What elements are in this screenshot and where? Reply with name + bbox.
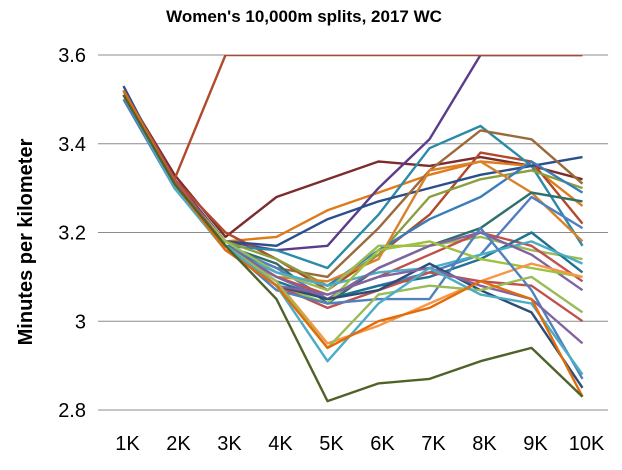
x-tick-label: 7K bbox=[421, 433, 446, 455]
series-line-14 bbox=[122, 94, 583, 292]
x-tick-label: 4K bbox=[268, 433, 293, 455]
series-line-5 bbox=[122, 89, 584, 292]
series-line-10 bbox=[122, 94, 584, 287]
x-tick-label: 10K bbox=[569, 433, 605, 455]
y-axis-label: Minutes per kilometer bbox=[15, 138, 37, 345]
series-line-17 bbox=[122, 94, 583, 287]
x-tick-label: 2K bbox=[166, 433, 191, 455]
y-tick-label: 3.2 bbox=[58, 223, 86, 245]
series-line-7 bbox=[122, 85, 583, 248]
series-lines bbox=[122, 55, 584, 403]
x-tick-label: 6K bbox=[370, 433, 395, 455]
x-tick-label: 3K bbox=[217, 433, 242, 455]
y-tick-label: 2.8 bbox=[58, 400, 86, 422]
series-line-28 bbox=[122, 94, 584, 403]
series-line-3 bbox=[122, 55, 583, 252]
y-tick-label: 3.6 bbox=[58, 45, 86, 67]
y-tick-label: 3.4 bbox=[58, 134, 86, 156]
x-tick-labels: 1K 2K 3K 4K 5K 6K 7K 8K 9K 10K bbox=[115, 433, 605, 455]
x-tick-label: 9K bbox=[523, 433, 548, 455]
x-tick-label: 1K bbox=[115, 433, 140, 455]
y-tick-labels: 2.8 3 3.2 3.4 3.6 bbox=[58, 45, 86, 422]
x-tick-label: 8K bbox=[472, 433, 497, 455]
y-tick-label: 3 bbox=[75, 311, 86, 333]
series-line-4 bbox=[122, 55, 583, 181]
chart-title: Women's 10,000m splits, 2017 WC bbox=[166, 7, 442, 26]
x-tick-label: 5K bbox=[319, 433, 344, 455]
series-line-27 bbox=[122, 89, 584, 398]
series-line-9 bbox=[122, 89, 583, 287]
series-line-8 bbox=[122, 94, 584, 279]
